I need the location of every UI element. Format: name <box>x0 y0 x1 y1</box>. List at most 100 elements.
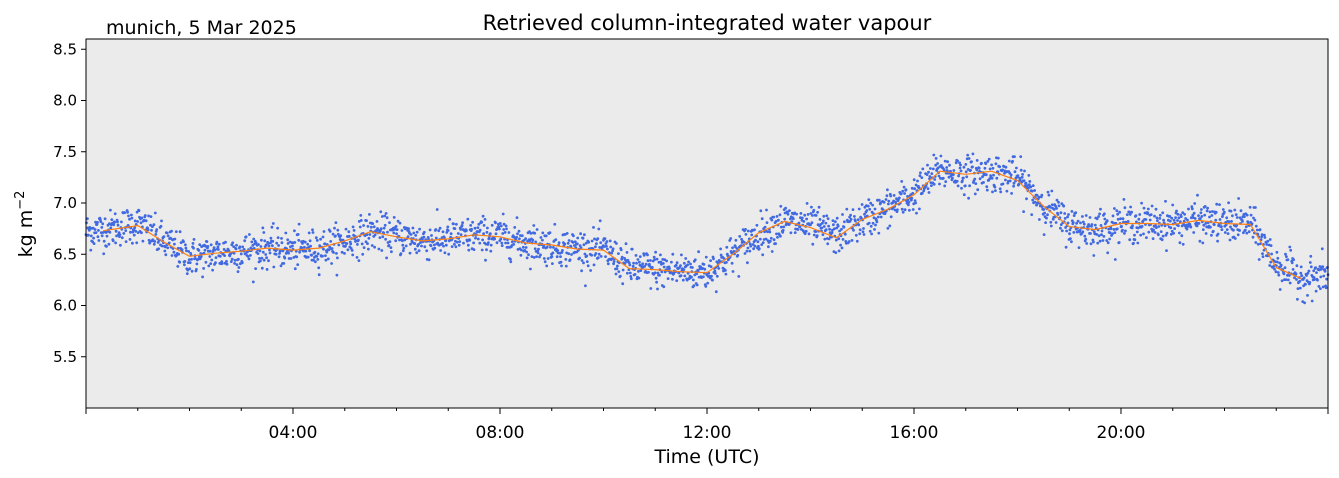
scatter-point <box>1293 276 1296 280</box>
scatter-point <box>807 232 811 236</box>
scatter-point <box>1243 215 1246 219</box>
scatter-point <box>243 239 247 243</box>
scatter-point <box>1181 211 1185 215</box>
scatter-point <box>392 231 396 235</box>
scatter-point <box>795 212 798 216</box>
scatter-point <box>863 212 866 216</box>
scatter-point <box>389 246 393 250</box>
scatter-point <box>499 224 503 228</box>
scatter-point <box>1089 232 1092 235</box>
scatter-point <box>368 233 372 236</box>
scatter-point <box>1248 205 1252 209</box>
scatter-point <box>644 262 648 266</box>
scatter-point <box>539 236 543 239</box>
scatter-point <box>686 263 689 267</box>
scatter-point <box>852 228 855 232</box>
scatter-point <box>559 255 562 258</box>
scatter-point <box>1298 279 1302 283</box>
scatter-point <box>329 240 333 243</box>
scatter-point <box>261 226 265 230</box>
scatter-point <box>567 252 571 256</box>
scatter-point <box>1126 220 1130 223</box>
scatter-point <box>428 228 432 232</box>
scatter-point <box>308 249 311 253</box>
scatter-point <box>621 282 625 286</box>
scatter-point <box>275 241 279 245</box>
scatter-point <box>618 274 622 278</box>
scatter-point <box>1268 264 1272 267</box>
scatter-point <box>1117 241 1121 244</box>
scatter-point <box>153 211 157 215</box>
scatter-point <box>102 252 106 256</box>
scatter-point <box>744 228 747 231</box>
scatter-point <box>1112 228 1116 231</box>
scatter-point <box>235 263 239 267</box>
scatter-point <box>908 208 911 212</box>
scatter-point <box>1060 229 1064 233</box>
scatter-point <box>956 159 959 163</box>
scatter-point <box>589 269 592 272</box>
scatter-point <box>1059 211 1063 215</box>
scatter-point <box>1135 230 1139 234</box>
scatter-point <box>242 248 246 251</box>
scatter-point <box>251 280 255 284</box>
scatter-point <box>504 224 508 228</box>
scatter-point <box>268 248 271 252</box>
scatter-point <box>1127 210 1131 214</box>
scatter-point <box>1193 202 1197 205</box>
scatter-point <box>457 243 461 247</box>
scatter-point <box>512 235 516 239</box>
scatter-point <box>1095 217 1099 221</box>
scatter-point <box>822 214 826 218</box>
scatter-point <box>300 246 304 250</box>
scatter-point <box>1243 228 1247 232</box>
scatter-point <box>247 257 251 261</box>
scatter-point <box>1145 236 1148 240</box>
scatter-point <box>761 241 765 245</box>
scatter-point <box>776 235 779 239</box>
scatter-point <box>1324 286 1328 290</box>
scatter-point <box>900 180 904 183</box>
scatter-point <box>1135 220 1138 224</box>
scatter-point <box>1099 224 1103 227</box>
scatter-point <box>344 244 347 248</box>
scatter-point <box>1268 238 1272 241</box>
scatter-point <box>759 209 763 213</box>
scatter-point <box>283 256 287 260</box>
scatter-point <box>977 166 981 170</box>
scatter-point <box>820 226 824 230</box>
scatter-point <box>210 258 214 262</box>
scatter-point <box>128 217 131 221</box>
scatter-point <box>489 243 493 247</box>
scatter-point <box>1206 206 1209 210</box>
scatter-point <box>331 232 335 236</box>
scatter-point <box>257 243 260 246</box>
scatter-point <box>967 157 971 160</box>
scatter-point <box>1211 229 1215 233</box>
scatter-point <box>922 189 926 193</box>
scatter-point <box>531 238 535 242</box>
scatter-point <box>709 265 713 268</box>
scatter-point <box>661 262 665 265</box>
scatter-point <box>575 242 579 246</box>
scatter-point <box>1177 224 1180 228</box>
scatter-point <box>1295 264 1299 268</box>
scatter-point <box>668 267 671 270</box>
scatter-point <box>498 227 501 231</box>
scatter-point <box>702 275 705 279</box>
scatter-point <box>860 203 864 206</box>
scatter-point <box>764 237 768 241</box>
scatter-point <box>641 262 645 266</box>
scatter-point <box>1238 229 1241 232</box>
scatter-point <box>195 268 198 271</box>
scatter-point <box>516 232 519 236</box>
scatter-point <box>1178 231 1181 235</box>
scatter-point <box>593 237 596 241</box>
scatter-point <box>779 234 782 238</box>
scatter-point <box>1097 215 1100 218</box>
scatter-point <box>192 238 196 241</box>
scatter-point <box>809 223 812 227</box>
scatter-point <box>533 247 537 251</box>
scatter-point <box>914 183 918 187</box>
scatter-point <box>1139 233 1143 237</box>
